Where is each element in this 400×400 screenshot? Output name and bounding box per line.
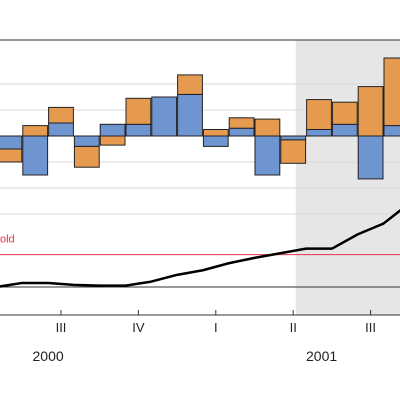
bar-series-a <box>280 135 307 141</box>
bar-series-a <box>177 93 203 137</box>
bar-series-a <box>125 123 152 137</box>
bar-series-b <box>99 135 126 146</box>
threshold-label: old <box>0 234 15 246</box>
bar-series-a <box>99 123 126 137</box>
tick-label: III <box>56 320 67 335</box>
bar-series-a <box>254 135 281 176</box>
bar-series-b <box>22 125 49 137</box>
bar-series-b <box>0 148 23 163</box>
bar-series-a <box>48 122 74 137</box>
tick-label: II <box>290 320 297 335</box>
bar-series-a <box>331 123 358 137</box>
year-label: 2000 <box>33 348 64 364</box>
bar-series-b <box>280 139 307 164</box>
bar-series-a <box>73 135 100 147</box>
quarter-ticks: III IV I II III <box>56 310 376 335</box>
bar-series-a <box>151 96 178 137</box>
bar-series-b <box>202 129 229 137</box>
bar-series-a <box>0 135 23 150</box>
bar-series-b <box>48 106 74 124</box>
bar-series-b <box>177 74 203 95</box>
bar-series-a <box>22 135 49 176</box>
bar-series-a <box>202 135 229 147</box>
bar-series-b <box>125 97 152 125</box>
bar-series-b <box>383 57 400 127</box>
bar-series-b <box>228 117 255 129</box>
upper-bars <box>0 57 400 180</box>
tick-label: IV <box>132 320 145 335</box>
bar-series-a <box>357 135 384 180</box>
year-labels: 2000 2001 <box>33 348 338 364</box>
cumulative-line <box>0 209 400 288</box>
bar-series-b <box>73 145 100 168</box>
tick-label: I <box>214 320 218 335</box>
year-label: 2001 <box>306 348 337 364</box>
bar-series-b <box>306 99 332 130</box>
bar-series-a <box>383 125 400 137</box>
bar-series-b <box>254 118 281 137</box>
bar-series-a <box>306 129 332 137</box>
bar-series-a <box>228 127 255 137</box>
bar-series-b <box>331 101 358 125</box>
tick-label: III <box>365 320 376 335</box>
bar-series-b <box>357 86 384 137</box>
